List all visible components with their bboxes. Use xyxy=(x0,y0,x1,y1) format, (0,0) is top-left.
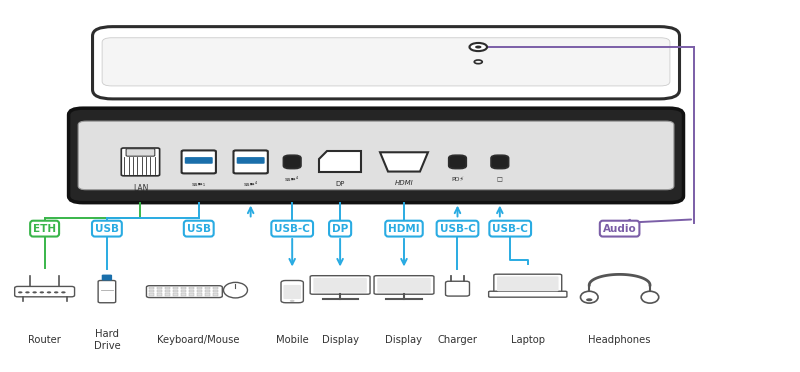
Text: Mobile: Mobile xyxy=(276,335,309,345)
Text: Display: Display xyxy=(386,335,422,345)
FancyBboxPatch shape xyxy=(98,280,116,303)
Polygon shape xyxy=(380,152,428,171)
Text: ETH: ETH xyxy=(33,224,56,234)
FancyBboxPatch shape xyxy=(126,149,155,156)
Bar xyxy=(157,287,162,289)
Bar xyxy=(181,294,186,296)
Bar xyxy=(213,287,218,289)
FancyBboxPatch shape xyxy=(494,274,562,293)
Bar xyxy=(197,290,202,292)
Text: Audio: Audio xyxy=(602,224,637,234)
FancyBboxPatch shape xyxy=(310,276,370,294)
FancyBboxPatch shape xyxy=(446,281,470,296)
Bar xyxy=(173,294,178,296)
Text: USB-C: USB-C xyxy=(274,224,310,234)
FancyBboxPatch shape xyxy=(314,278,367,293)
Text: DP: DP xyxy=(335,181,345,187)
Bar xyxy=(205,290,210,292)
Circle shape xyxy=(26,291,30,294)
Text: ss➽⁴: ss➽⁴ xyxy=(285,177,299,182)
Bar xyxy=(157,294,162,296)
Bar xyxy=(149,287,154,289)
Bar xyxy=(165,294,170,296)
Bar xyxy=(189,287,194,289)
Circle shape xyxy=(39,291,44,294)
Bar xyxy=(181,290,186,292)
FancyBboxPatch shape xyxy=(182,150,216,173)
Text: USB: USB xyxy=(95,224,119,234)
Text: LAN: LAN xyxy=(133,184,148,193)
Circle shape xyxy=(18,291,22,294)
Bar xyxy=(205,287,210,289)
Bar xyxy=(197,294,202,296)
Bar xyxy=(165,287,170,289)
Ellipse shape xyxy=(581,291,598,303)
FancyBboxPatch shape xyxy=(234,150,268,173)
Text: Router: Router xyxy=(28,335,61,345)
FancyBboxPatch shape xyxy=(122,148,160,176)
Bar xyxy=(197,287,202,289)
Polygon shape xyxy=(319,151,361,173)
Circle shape xyxy=(470,43,487,51)
Text: HDMI: HDMI xyxy=(394,180,414,186)
Text: □: □ xyxy=(497,177,502,182)
Bar xyxy=(165,290,170,292)
FancyBboxPatch shape xyxy=(102,275,112,280)
Text: Laptop: Laptop xyxy=(510,335,545,345)
Text: Hard
Drive: Hard Drive xyxy=(94,329,120,350)
Text: PD⚡: PD⚡ xyxy=(451,177,464,182)
FancyBboxPatch shape xyxy=(281,280,303,303)
Text: Display: Display xyxy=(322,335,358,345)
FancyBboxPatch shape xyxy=(69,108,683,203)
Bar xyxy=(173,290,178,292)
Bar xyxy=(149,290,154,292)
FancyBboxPatch shape xyxy=(378,278,430,293)
FancyBboxPatch shape xyxy=(497,276,558,291)
Circle shape xyxy=(475,45,482,48)
FancyBboxPatch shape xyxy=(14,286,74,297)
FancyBboxPatch shape xyxy=(449,155,466,169)
FancyBboxPatch shape xyxy=(146,286,222,298)
Circle shape xyxy=(290,300,294,302)
FancyBboxPatch shape xyxy=(93,27,679,99)
FancyBboxPatch shape xyxy=(374,276,434,294)
Bar xyxy=(157,290,162,292)
Text: USB-C: USB-C xyxy=(439,224,475,234)
Ellipse shape xyxy=(641,291,658,303)
Text: USB: USB xyxy=(186,224,210,234)
Bar xyxy=(213,294,218,296)
FancyBboxPatch shape xyxy=(491,155,509,169)
Bar xyxy=(173,287,178,289)
Text: DP: DP xyxy=(332,224,348,234)
Text: ss➽₁: ss➽₁ xyxy=(192,182,206,186)
FancyBboxPatch shape xyxy=(237,157,265,164)
Bar xyxy=(189,290,194,292)
FancyBboxPatch shape xyxy=(102,38,670,86)
FancyBboxPatch shape xyxy=(283,285,301,299)
Circle shape xyxy=(32,291,37,294)
Text: ss➽⁴: ss➽⁴ xyxy=(243,182,258,186)
Circle shape xyxy=(586,298,593,301)
Text: Headphones: Headphones xyxy=(588,335,651,345)
Text: HDMI: HDMI xyxy=(388,224,420,234)
Bar xyxy=(149,294,154,296)
FancyBboxPatch shape xyxy=(283,155,301,169)
Bar xyxy=(181,287,186,289)
Circle shape xyxy=(61,291,66,294)
Bar xyxy=(189,294,194,296)
FancyBboxPatch shape xyxy=(185,157,213,164)
FancyBboxPatch shape xyxy=(78,121,674,190)
FancyBboxPatch shape xyxy=(489,291,567,297)
Ellipse shape xyxy=(223,282,247,298)
Text: Keyboard/Mouse: Keyboard/Mouse xyxy=(158,335,240,345)
Text: USB-C: USB-C xyxy=(492,224,528,234)
Bar xyxy=(205,294,210,296)
Bar xyxy=(213,290,218,292)
Circle shape xyxy=(54,291,58,294)
Text: Charger: Charger xyxy=(438,335,478,345)
Circle shape xyxy=(46,291,51,294)
